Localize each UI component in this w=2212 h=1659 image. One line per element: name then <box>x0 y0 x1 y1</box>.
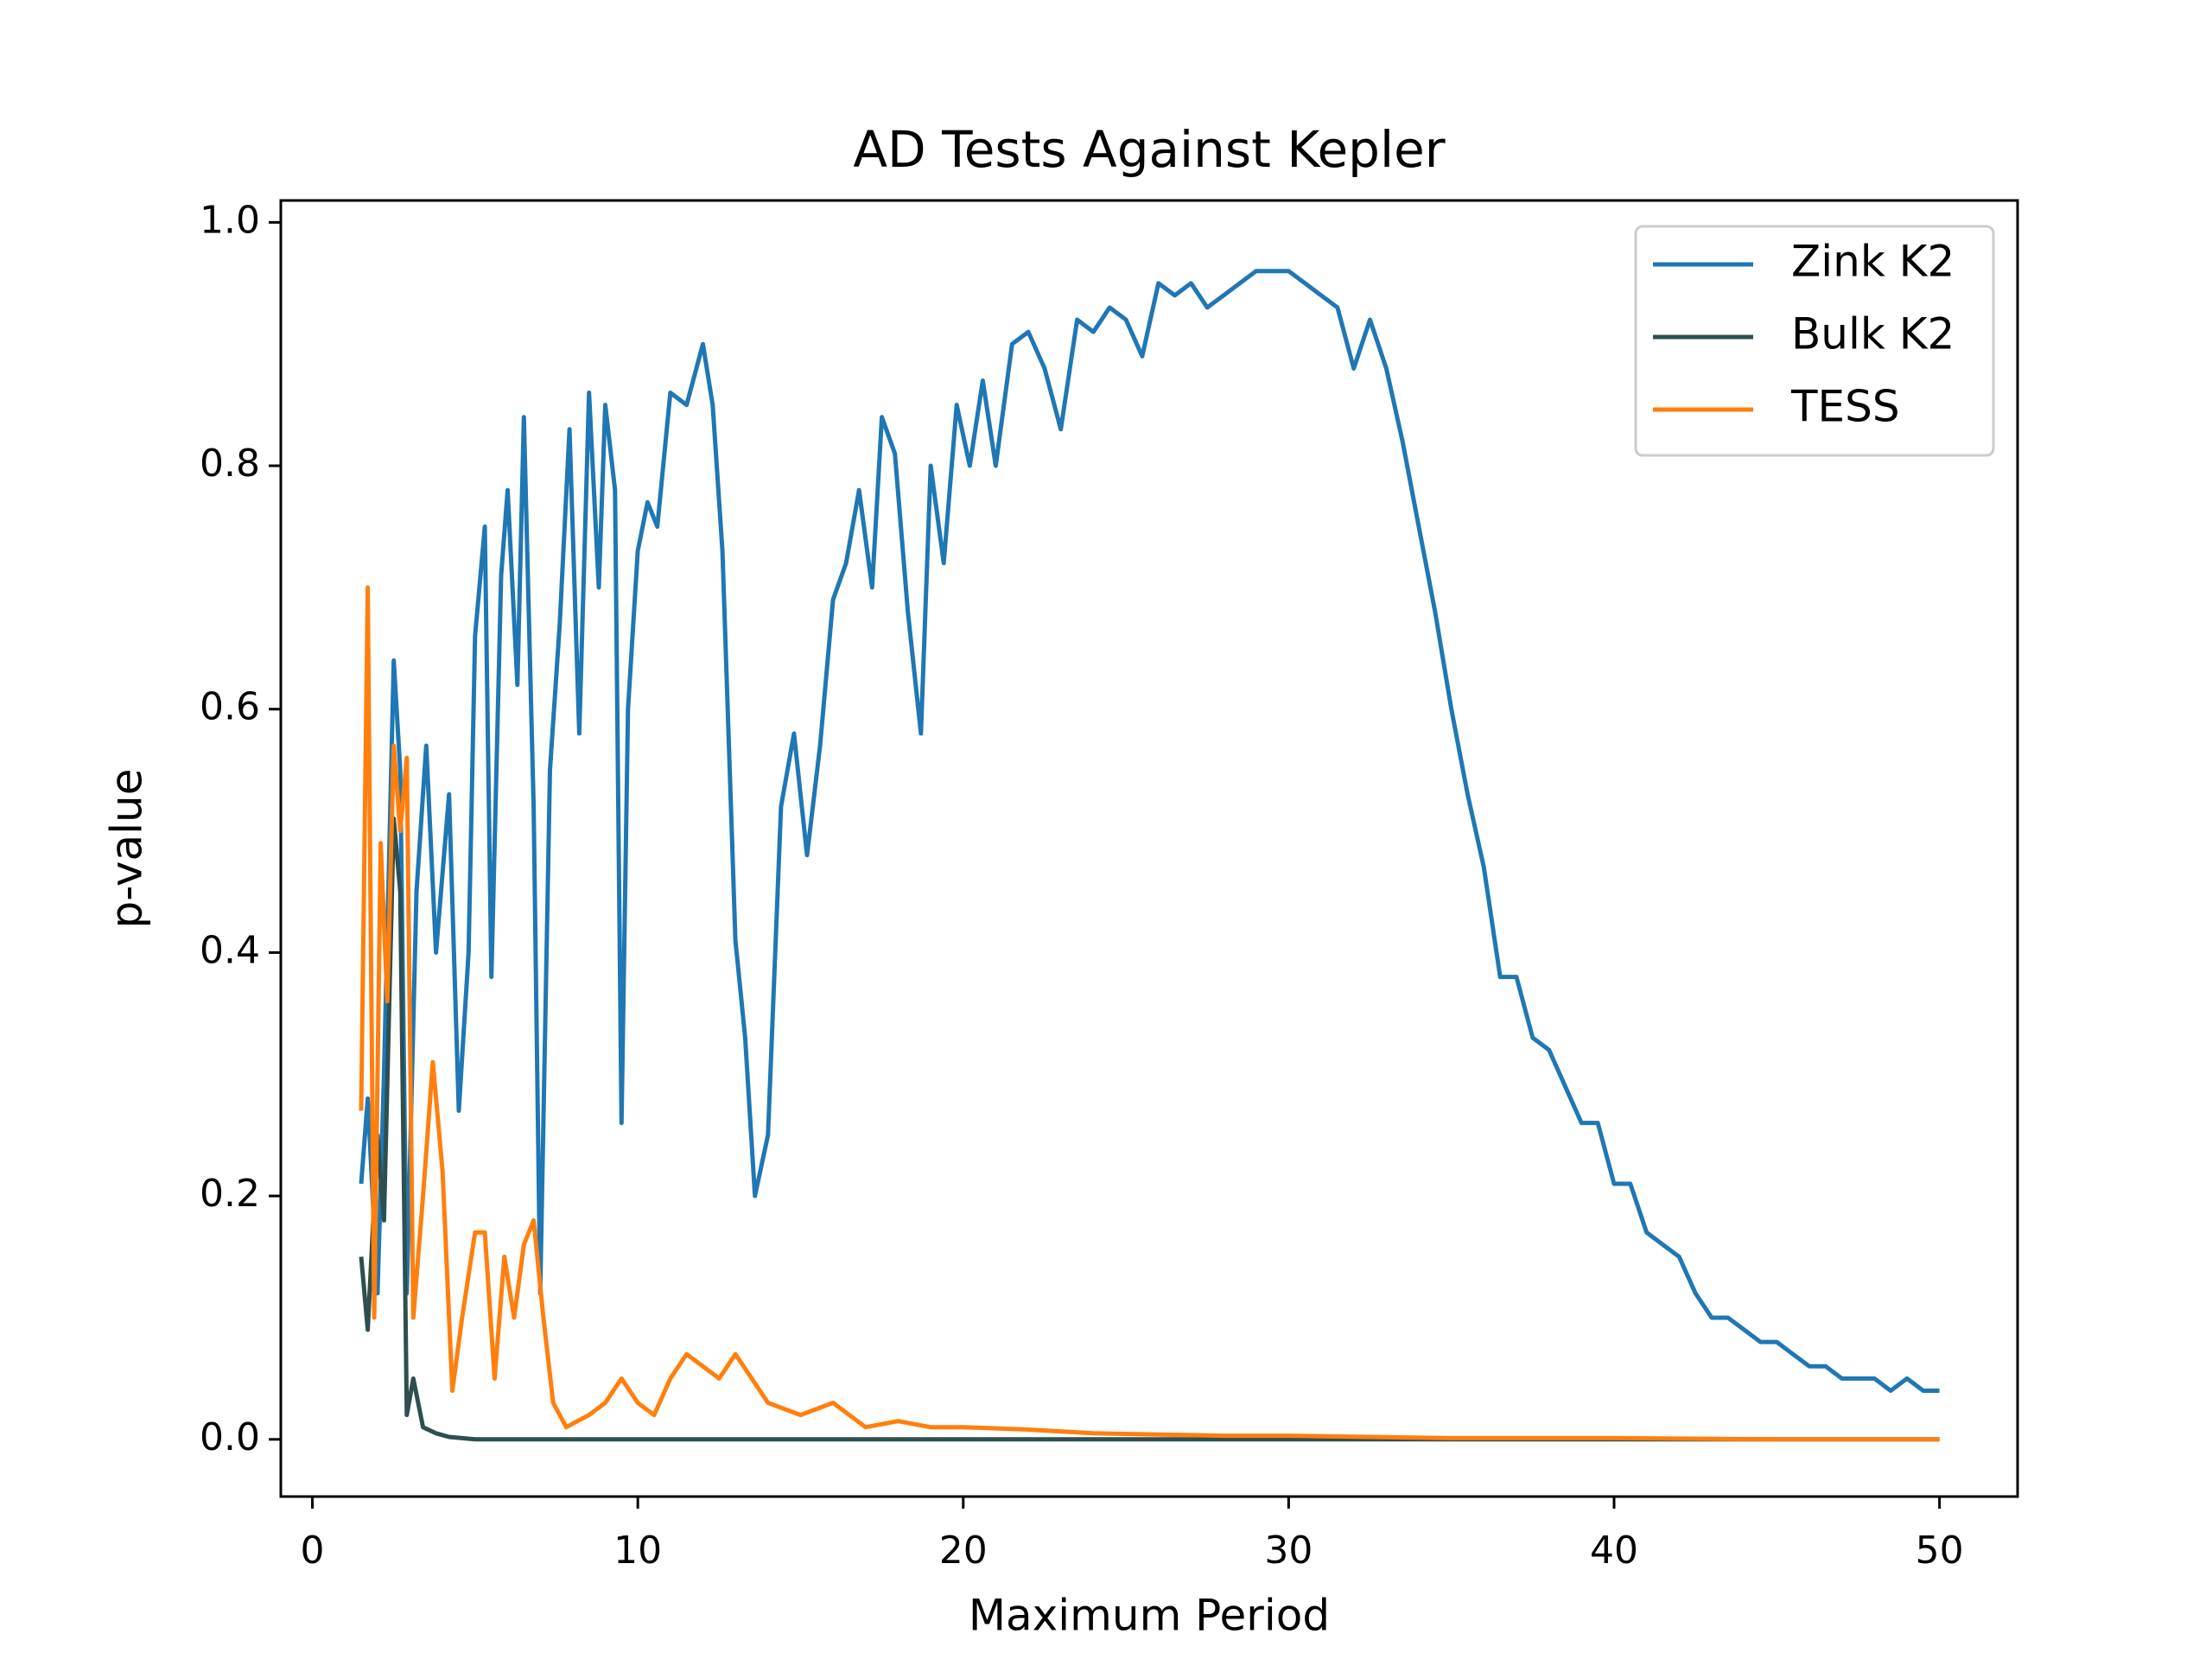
legend-label: Zink K2 <box>1791 237 1955 287</box>
y-tick-label: 1.0 <box>200 198 260 242</box>
y-tick-label: 0.0 <box>200 1415 260 1459</box>
chart-title: AD Tests Against Kepler <box>853 120 1445 179</box>
y-tick-label: 0.8 <box>200 442 260 486</box>
y-tick-label: 0.2 <box>200 1172 260 1216</box>
x-tick-label: 50 <box>1916 1529 1964 1573</box>
legend-label: TESS <box>1790 382 1900 432</box>
x-tick-label: 30 <box>1264 1529 1313 1573</box>
y-tick-label: 0.6 <box>200 685 260 729</box>
y-axis-label: p-value <box>102 768 152 928</box>
legend-box <box>1634 225 1995 457</box>
plot-frame <box>279 199 2019 1498</box>
x-tick-label: 40 <box>1590 1529 1638 1573</box>
x-tick-label: 10 <box>613 1529 662 1573</box>
series-line <box>359 269 1940 1393</box>
y-tick-label: 0.4 <box>200 928 260 972</box>
series-line <box>359 585 1940 1442</box>
x-axis-label: Maximum Period <box>969 1591 1330 1641</box>
x-tick-label: 0 <box>301 1529 325 1573</box>
x-tick-label: 20 <box>939 1529 988 1573</box>
series-line <box>359 817 1940 1442</box>
legend-label: Bulk K2 <box>1791 309 1955 359</box>
